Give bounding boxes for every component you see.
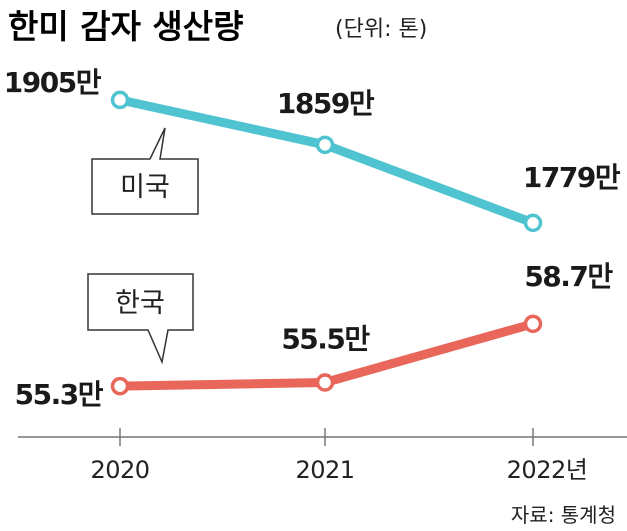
unit-note: (단위: 톤)	[335, 17, 427, 42]
x-tick-label-2020: 2020	[90, 456, 149, 484]
series-usa: 1905만 1859만 1779만	[4, 66, 622, 233]
legend-label-usa: 미국	[120, 172, 170, 203]
x-axis-ticks: 2020 2021 2022년	[90, 428, 588, 484]
data-label-korea-2021: 55.5만	[281, 323, 370, 356]
data-point-usa-2021	[315, 135, 335, 155]
data-point-usa-2022	[523, 213, 543, 233]
data-label-usa-2021: 1859만	[277, 87, 375, 120]
x-tick-label-2021: 2021	[295, 456, 354, 484]
data-label-usa-2020: 1905만	[4, 66, 102, 99]
legend-callout-korea: 한국	[87, 273, 194, 365]
legend-callout-korea-box	[87, 273, 194, 365]
chart-title: 한미 감자 생산량	[8, 7, 244, 46]
legend-label-korea: 한국	[115, 288, 165, 319]
source-note: 자료: 통계청	[511, 503, 616, 527]
legend-callout-usa-box	[91, 127, 199, 215]
data-point-usa-2020	[110, 90, 130, 110]
x-tick-label-2022: 2022년	[507, 456, 588, 484]
data-label-usa-2022: 1779만	[523, 161, 621, 194]
legend-callout-usa: 미국	[91, 127, 199, 215]
data-label-korea-2020: 55.3만	[15, 378, 104, 411]
data-point-korea-2020	[110, 376, 130, 396]
data-label-korea-2022: 58.7만	[524, 260, 613, 293]
data-point-korea-2022	[523, 314, 543, 334]
data-point-korea-2021	[315, 373, 335, 392]
series-korea: 55.3만 55.5만 58.7만	[15, 260, 615, 411]
